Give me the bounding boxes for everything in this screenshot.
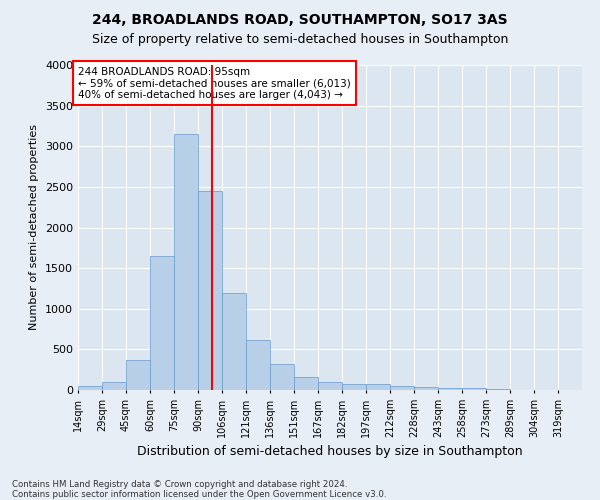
Bar — [246, 340, 270, 390]
Bar — [390, 386, 414, 390]
Text: 244 BROADLANDS ROAD: 95sqm
← 59% of semi-detached houses are smaller (6,013)
40%: 244 BROADLANDS ROAD: 95sqm ← 59% of semi… — [78, 66, 351, 100]
Text: Size of property relative to semi-detached houses in Southampton: Size of property relative to semi-detach… — [92, 32, 508, 46]
Text: Contains HM Land Registry data © Crown copyright and database right 2024.
Contai: Contains HM Land Registry data © Crown c… — [12, 480, 386, 499]
Bar — [198, 191, 222, 390]
Bar — [150, 256, 174, 390]
Bar — [270, 364, 294, 390]
Y-axis label: Number of semi-detached properties: Number of semi-detached properties — [29, 124, 40, 330]
Bar — [78, 386, 102, 390]
Bar — [342, 384, 366, 390]
Bar — [438, 388, 462, 390]
Bar — [222, 292, 246, 390]
Bar — [462, 388, 486, 390]
Bar — [366, 384, 390, 390]
Bar — [294, 377, 318, 390]
Bar — [486, 389, 510, 390]
Text: 244, BROADLANDS ROAD, SOUTHAMPTON, SO17 3AS: 244, BROADLANDS ROAD, SOUTHAMPTON, SO17 … — [92, 12, 508, 26]
X-axis label: Distribution of semi-detached houses by size in Southampton: Distribution of semi-detached houses by … — [137, 446, 523, 458]
Bar — [318, 382, 342, 390]
Bar — [102, 382, 126, 390]
Bar — [174, 134, 198, 390]
Bar — [414, 387, 438, 390]
Bar — [126, 360, 150, 390]
